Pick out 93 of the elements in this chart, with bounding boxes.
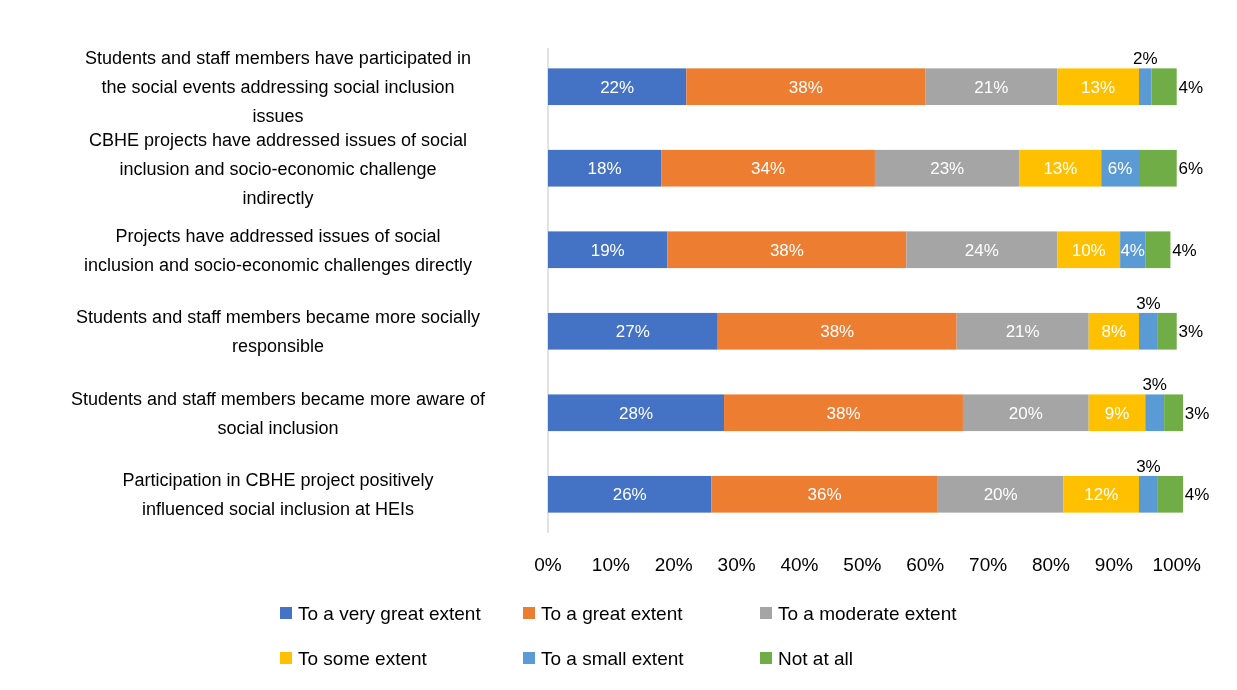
data-label: 26% — [612, 485, 647, 505]
y-tick-label: Students and staff members have participated in the social events addressing social inclusion issues — [85, 48, 471, 127]
bar — [667, 231, 907, 269]
bar — [874, 149, 1020, 187]
bar — [548, 475, 712, 513]
x-tick-label: 10% — [591, 554, 630, 575]
legend-label: To a small extent — [541, 647, 685, 669]
data-label: 21% — [974, 77, 1009, 97]
data-label: 6% — [1178, 159, 1203, 179]
bar — [661, 149, 875, 187]
bar — [956, 312, 1089, 350]
bar — [1157, 312, 1177, 350]
x-tick-label: 100% — [1152, 554, 1202, 575]
legend-label: To some extent — [298, 647, 428, 669]
legend-label: To a very great extent — [298, 602, 482, 624]
bar — [1057, 68, 1139, 106]
bar — [717, 312, 957, 350]
y-tick-label: Students and staff members became more aware of social inclusion — [71, 388, 486, 438]
data-label: 36% — [807, 485, 842, 505]
data-label: 38% — [788, 77, 823, 97]
data-label: 18% — [587, 159, 622, 179]
x-tick-label: 40% — [780, 554, 819, 575]
bar — [548, 149, 662, 187]
bar — [1057, 231, 1121, 269]
data-label: 13% — [1043, 159, 1078, 179]
data-label: 10% — [1071, 240, 1106, 260]
data-label: 3% — [1142, 375, 1167, 395]
x-tick-label: 30% — [717, 554, 756, 575]
bar — [1151, 68, 1177, 106]
bar — [1088, 394, 1146, 432]
y-tick-label: Projects have addressed issues of social inclusion and socio-economic challenges directly — [83, 225, 473, 275]
data-label: 4% — [1172, 240, 1197, 260]
data-label: 34% — [751, 159, 786, 179]
data-label: 27% — [615, 322, 650, 342]
data-label: 4% — [1184, 485, 1210, 505]
legend-label: To a moderate extent — [778, 602, 958, 624]
x-tick-label: 50% — [843, 554, 882, 575]
data-label: 21% — [1005, 322, 1040, 342]
data-label: 4% — [1120, 240, 1145, 260]
x-tick-label: 20% — [654, 554, 693, 575]
data-label: 24% — [964, 240, 999, 260]
x-tick-label: 80% — [1031, 554, 1071, 575]
bar — [1164, 394, 1183, 432]
bar — [548, 231, 668, 269]
bar — [925, 68, 1058, 106]
x-tick-label: 90% — [1094, 554, 1133, 575]
bar — [1019, 149, 1102, 187]
y-tick-label: Participation in CBHE project positively influenced social inclusion at HEIs — [122, 470, 434, 520]
data-label: 20% — [1008, 403, 1043, 423]
y-tick-label: Students and staff members became more socially responsible — [76, 307, 480, 357]
bar — [548, 312, 718, 350]
data-label: 3% — [1136, 456, 1161, 476]
bar — [1138, 149, 1177, 187]
bar — [1088, 312, 1139, 350]
bar — [1138, 68, 1152, 106]
legend-label: Not at all — [778, 647, 853, 669]
data-label: 3% — [1184, 403, 1210, 423]
bar — [1145, 231, 1171, 269]
bar — [1138, 475, 1158, 513]
bar — [548, 68, 687, 106]
bar — [906, 231, 1058, 269]
data-label: 23% — [930, 159, 965, 179]
y-tick-label: CBHE projects have addressed issues of social inclusion and socio-economic challenge indirectly — [88, 129, 468, 208]
data-label: 22% — [600, 77, 635, 97]
data-label: 3% — [1178, 322, 1203, 342]
data-label: 4% — [1178, 77, 1203, 97]
bar — [937, 475, 1064, 513]
data-label: 38% — [826, 403, 861, 423]
x-tick-label: 70% — [969, 554, 1008, 575]
data-label: 2% — [1132, 49, 1158, 69]
bar — [962, 394, 1089, 432]
x-tick-label: 0% — [534, 554, 562, 575]
bar — [548, 394, 725, 432]
data-label: 38% — [769, 240, 804, 260]
data-label: 6% — [1107, 159, 1133, 179]
bar — [724, 394, 963, 432]
data-label: 8% — [1101, 322, 1127, 342]
data-label: 38% — [820, 322, 855, 342]
bar — [1138, 312, 1158, 350]
x-tick-label: 60% — [906, 554, 945, 575]
legend-label: To a great extent — [541, 602, 684, 624]
data-label: 19% — [590, 240, 625, 260]
data-label: 9% — [1104, 403, 1130, 423]
bar — [1145, 394, 1165, 432]
data-label: 12% — [1084, 485, 1119, 505]
bar — [1063, 475, 1139, 513]
bar — [686, 68, 926, 106]
bar — [1157, 475, 1183, 513]
data-label: 20% — [983, 485, 1018, 505]
data-label: 28% — [619, 403, 654, 423]
data-label: 13% — [1081, 77, 1116, 97]
data-label: 3% — [1136, 293, 1161, 313]
bar — [711, 475, 938, 513]
